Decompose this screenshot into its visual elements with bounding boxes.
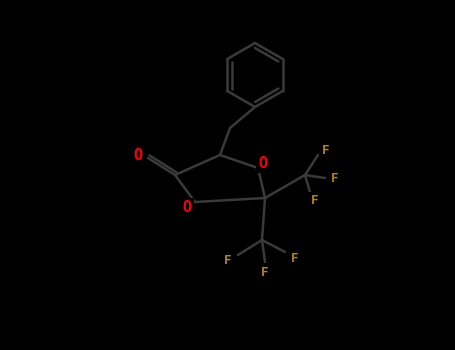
Text: O: O xyxy=(182,201,192,216)
Text: F: F xyxy=(311,194,319,206)
Text: F: F xyxy=(261,266,269,279)
Text: O: O xyxy=(258,155,268,170)
Text: O: O xyxy=(133,148,142,163)
Text: F: F xyxy=(331,172,339,184)
Text: F: F xyxy=(224,254,232,267)
Text: F: F xyxy=(322,145,330,158)
Text: F: F xyxy=(291,252,299,265)
